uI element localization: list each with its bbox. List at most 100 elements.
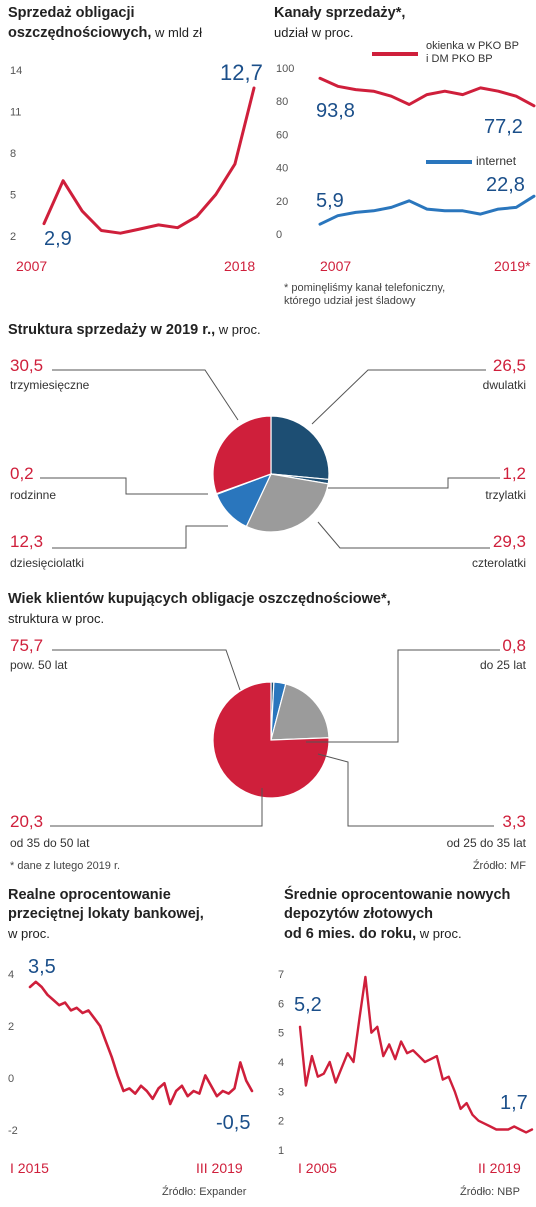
real-rate-source: Źródło: Expander bbox=[162, 1186, 247, 1198]
slice-value-2-year: 26,5 bbox=[492, 356, 526, 375]
channels-x-start: 2007 bbox=[320, 258, 352, 274]
real-rate-title-unit: w proc. bbox=[8, 926, 50, 941]
real-rate-start-value: 3,5 bbox=[28, 956, 56, 978]
deposit-rate-chart: 1 2 3 4 5 6 7 bbox=[278, 969, 534, 1157]
age-pie bbox=[50, 649, 500, 827]
slice-label-10-year: dziesięciolatki bbox=[10, 556, 85, 570]
sales-title: Sprzedaż obligacji oszczędnościowych, w … bbox=[8, 4, 202, 43]
deposit-rate-title-3: od 6 mies. do roku, bbox=[284, 926, 417, 942]
series-line-0 bbox=[42, 86, 256, 235]
slice-label-3-year: trzylatki bbox=[485, 488, 526, 502]
series-line-0 bbox=[318, 76, 536, 108]
leader-line bbox=[50, 788, 263, 827]
y-tick-label: 2 bbox=[10, 231, 16, 243]
y-tick-label: 100 bbox=[276, 63, 294, 75]
y-tick-label: 2 bbox=[278, 1116, 284, 1128]
sales-panel: Sprzedaż obligacji oszczędnościowych, w … bbox=[0, 0, 268, 290]
y-tick-label: 2 bbox=[8, 1021, 14, 1033]
slice-value-family: 0,2 bbox=[10, 464, 34, 483]
series-line-0 bbox=[298, 975, 534, 1134]
y-tick-label: 80 bbox=[276, 96, 288, 108]
sales-title-line2: oszczędnościowych, bbox=[8, 25, 152, 41]
deposit-rate-title-2: depozytów złotowych bbox=[284, 906, 434, 922]
structure-pie-panel: Struktura sprzedaży w 2019 r., w proc. 3… bbox=[0, 320, 536, 590]
slice-label-4-year: czterolatki bbox=[471, 556, 526, 570]
y-tick-label: 20 bbox=[276, 196, 288, 208]
slice-value-10-year: 12,3 bbox=[10, 532, 44, 551]
age-title-unit: struktura w proc. bbox=[8, 611, 105, 626]
channels-footnote-2: którego udział jest śladowy bbox=[284, 295, 416, 307]
y-tick-label: 0 bbox=[276, 229, 282, 241]
structure-pie bbox=[40, 369, 500, 549]
age-source: Źródło: MF bbox=[472, 860, 526, 872]
series-line-1 bbox=[318, 194, 536, 226]
y-tick-label: 5 bbox=[278, 1028, 284, 1040]
deposit-rate-source: Źródło: NBP bbox=[460, 1186, 520, 1198]
pie-slice-3 bbox=[212, 681, 330, 799]
real-rate-title: Realne oprocentowanie przeciętnej lokaty… bbox=[8, 886, 204, 944]
legend-branches: okienka w PKO BP i DM PKO BP bbox=[426, 40, 519, 66]
series-line-0 bbox=[28, 980, 254, 1106]
structure-title-unit: w proc. bbox=[215, 322, 261, 337]
legend-branches-line2: i DM PKO BP bbox=[426, 53, 493, 65]
deposit-rate-start-value: 5,2 bbox=[294, 994, 322, 1016]
sales-x-end: 2018 bbox=[224, 258, 256, 274]
sales-start-value: 2,9 bbox=[44, 228, 72, 250]
age-value-over-50: 75,7 bbox=[10, 636, 44, 655]
channels-chart: 0 20 40 60 80 100 bbox=[276, 52, 536, 241]
legend-branches-line1: okienka w PKO BP bbox=[426, 40, 519, 52]
real-rate-title-2: przeciętnej lokaty bankowej, bbox=[8, 906, 204, 922]
y-tick-label: 40 bbox=[276, 163, 288, 175]
age-label-under-25: do 25 lat bbox=[479, 658, 526, 672]
deposit-rate-x-start: I 2005 bbox=[298, 1160, 337, 1176]
slice-value-3-month: 30,5 bbox=[10, 356, 44, 375]
y-tick-label: 3 bbox=[278, 1086, 284, 1098]
deposit-rate-title-unit: w proc. bbox=[416, 926, 462, 941]
y-tick-label: 7 bbox=[278, 969, 284, 981]
y-tick-label: 4 bbox=[8, 969, 14, 981]
internet-start-value: 5,9 bbox=[316, 190, 344, 212]
structure-title-bold: Struktura sprzedaży w 2019 r., bbox=[8, 322, 216, 338]
channels-title-bold: Kanały sprzedaży*, bbox=[274, 5, 406, 21]
age-label-35-50: od 35 do 50 lat bbox=[10, 836, 90, 850]
legend-internet: internet bbox=[476, 154, 517, 168]
pie-slice-0 bbox=[270, 415, 330, 481]
real-rate-x-start: I 2015 bbox=[10, 1160, 49, 1176]
y-tick-label: 14 bbox=[10, 65, 22, 77]
slice-value-3-year: 1,2 bbox=[502, 464, 526, 483]
internet-end-value: 22,8 bbox=[486, 174, 525, 196]
pie-slice-2 bbox=[270, 683, 330, 741]
leader-line bbox=[40, 477, 208, 495]
deposit-rate-x-end: II 2019 bbox=[478, 1160, 521, 1176]
age-label-25-35: od 25 do 35 lat bbox=[446, 836, 526, 850]
age-value-35-50: 20,3 bbox=[10, 812, 44, 831]
y-tick-label: 11 bbox=[10, 107, 21, 119]
deposit-rate-title-1: Średnie oprocentowanie nowych bbox=[284, 887, 511, 903]
leader-line bbox=[52, 649, 241, 691]
slice-label-family: rodzinne bbox=[10, 488, 57, 502]
pie-slice-5 bbox=[212, 415, 272, 495]
channels-footnote-1: * pominęliśmy kanał telefoniczny, bbox=[284, 282, 446, 294]
leader-line bbox=[306, 649, 500, 743]
y-tick-label: 60 bbox=[276, 129, 288, 141]
branches-end-value: 77,2 bbox=[484, 116, 523, 138]
real-rate-x-end: III 2019 bbox=[196, 1160, 243, 1176]
slice-label-2-year: dwulatki bbox=[482, 378, 526, 392]
leader-line bbox=[52, 525, 228, 549]
sales-end-value: 12,7 bbox=[220, 60, 263, 85]
pie-slice-2 bbox=[245, 473, 329, 533]
real-rate-panel: Realne oprocentowanie przeciętnej lokaty… bbox=[0, 886, 268, 1207]
y-tick-label: 6 bbox=[278, 998, 284, 1010]
age-value-25-35: 3,3 bbox=[502, 812, 526, 831]
sales-title-unit: w mld zł bbox=[151, 25, 202, 40]
leader-line bbox=[52, 369, 239, 421]
real-rate-end-value: -0,5 bbox=[216, 1112, 251, 1134]
sales-chart: 2 5 8 11 14 bbox=[10, 65, 256, 243]
age-footnote: * dane z lutego 2019 r. bbox=[10, 860, 121, 872]
age-title-bold: Wiek klientów kupujących obligacje oszcz… bbox=[8, 591, 391, 607]
age-value-under-25: 0,8 bbox=[502, 636, 526, 655]
branches-start-value: 93,8 bbox=[316, 100, 355, 122]
y-tick-label: 0 bbox=[8, 1073, 14, 1085]
slice-label-3-month: trzymiesięczne bbox=[10, 378, 90, 392]
y-tick-label: 5 bbox=[10, 190, 16, 202]
